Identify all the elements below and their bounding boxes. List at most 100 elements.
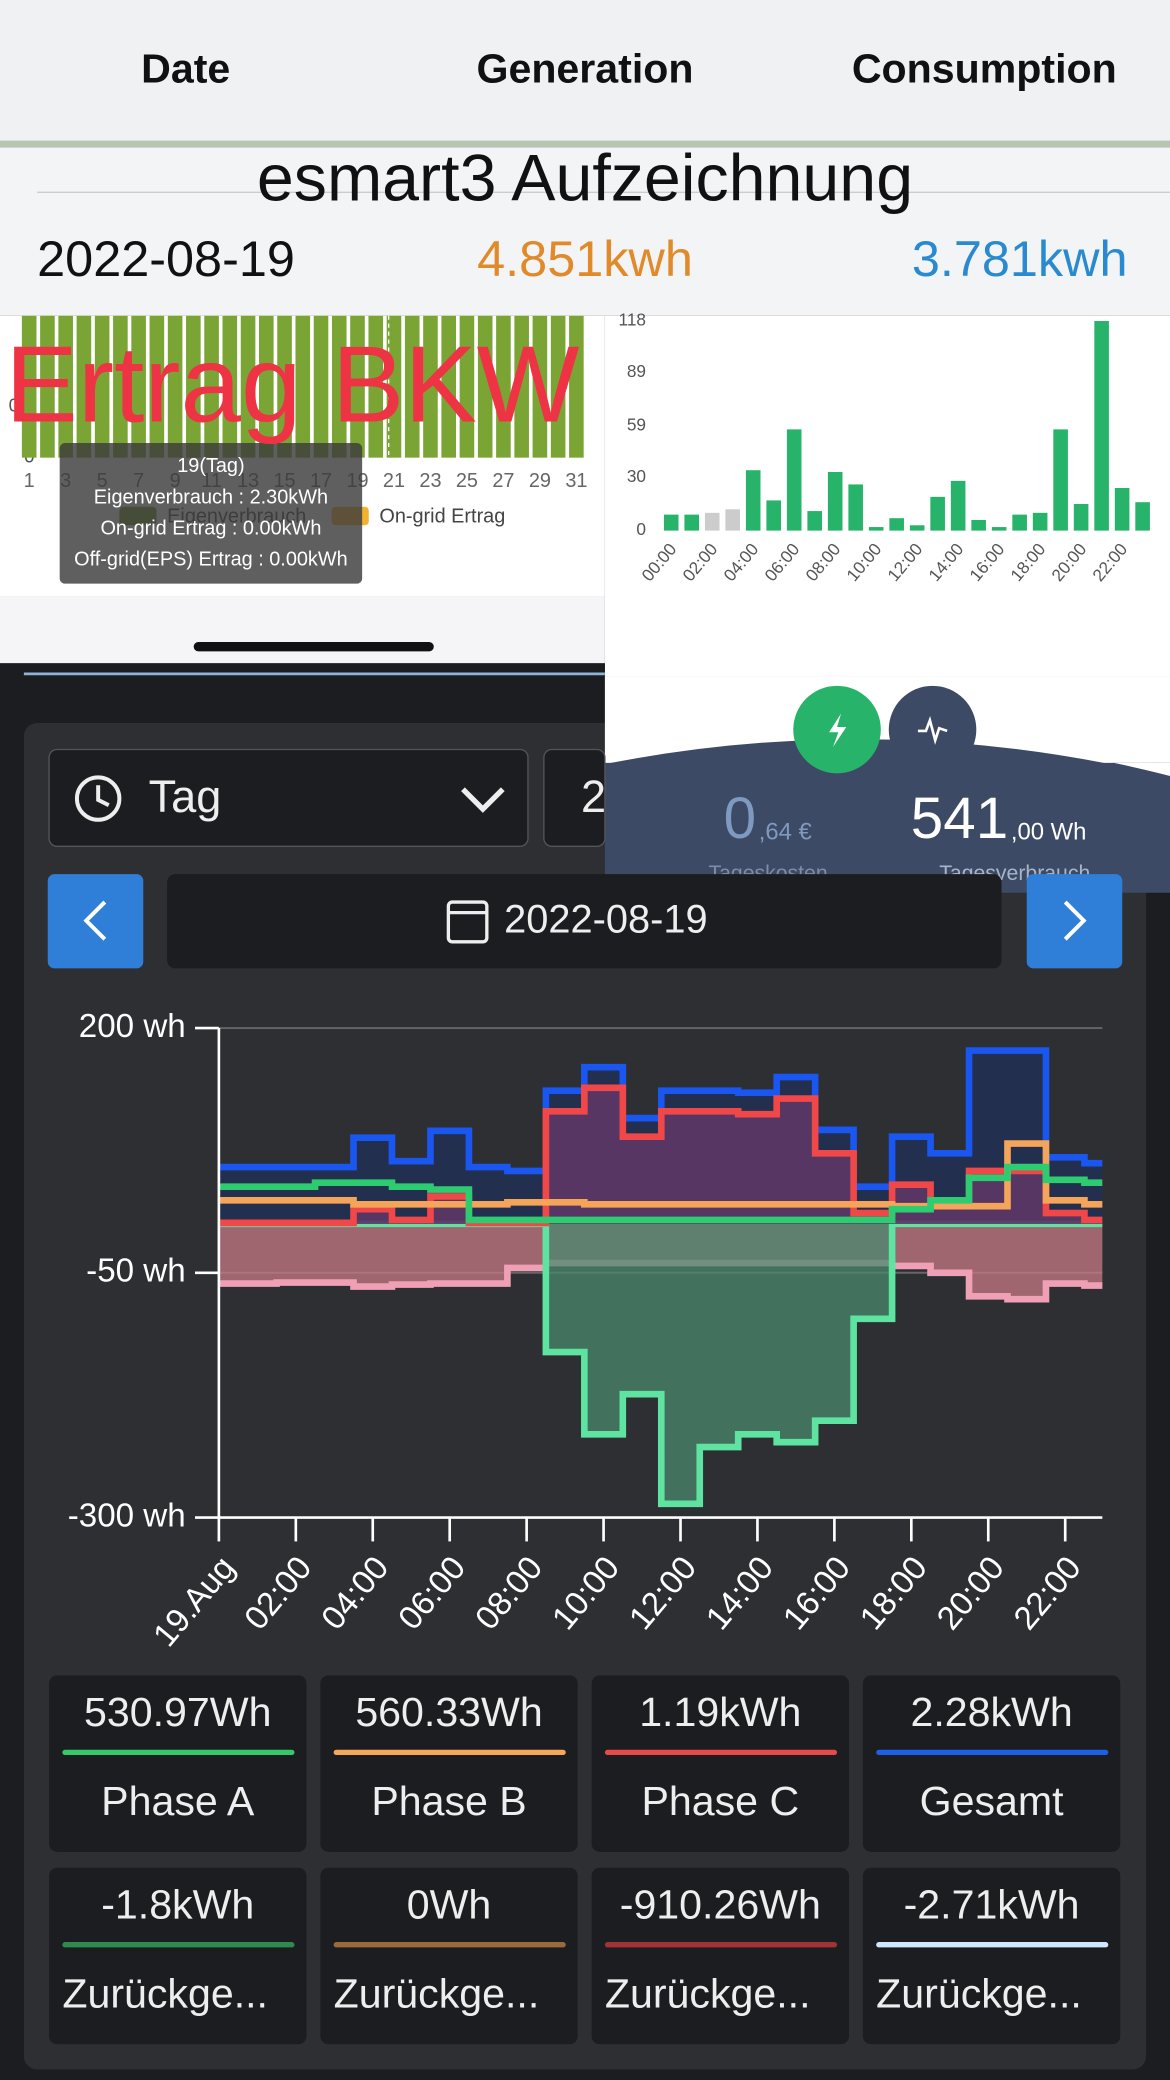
x-tick-label: 21 — [383, 470, 405, 492]
bar — [569, 315, 584, 458]
period2: 2 — [581, 771, 606, 822]
card-name: Phase C — [641, 1778, 799, 1824]
bar — [277, 315, 292, 458]
use-dec: ,00 Wh — [1011, 818, 1087, 845]
card-value: 530.97Wh — [84, 1689, 271, 1735]
card-color — [604, 1942, 838, 1948]
x-tick-label: 23 — [419, 470, 441, 492]
bar — [991, 527, 1007, 531]
column-header: Date — [141, 45, 230, 91]
bar — [477, 315, 493, 458]
next-icon — [1063, 900, 1087, 941]
period2-select[interactable] — [543, 748, 606, 847]
date: 2022-08-19 — [37, 230, 295, 287]
card-value: 0Wh — [407, 1881, 492, 1927]
card — [320, 1867, 578, 2045]
card — [49, 1675, 307, 1852]
bar — [423, 315, 438, 458]
bar — [167, 315, 183, 458]
card-name: Phase A — [101, 1778, 255, 1824]
series-line — [218, 1140, 1103, 1210]
card-value: -2.71kWh — [904, 1881, 1080, 1927]
y-tick-label: 200 wh — [79, 1008, 186, 1045]
period-select[interactable] — [48, 748, 529, 847]
chevron — [461, 787, 505, 813]
x-tick-label: 1 — [24, 470, 35, 492]
bar — [704, 512, 720, 531]
bkw-footer — [0, 596, 605, 664]
card-color — [876, 1749, 1109, 1755]
y-tick-label: 59 — [627, 414, 646, 434]
pulse-icon — [917, 715, 948, 745]
card-name: Zurückge... — [334, 1970, 540, 2016]
series-area — [218, 1223, 1103, 1504]
legend-label: On-grid Ertrag — [379, 506, 505, 528]
bar — [971, 519, 986, 531]
x-tick-label: 29 — [529, 470, 551, 492]
generation: 4.851kwh — [477, 230, 693, 287]
column-header: Generation — [476, 45, 693, 91]
card-value: 2.28kWh — [910, 1689, 1072, 1735]
prev-button[interactable] — [47, 874, 144, 969]
bar — [827, 471, 843, 531]
card-color — [62, 1749, 295, 1755]
bar — [848, 484, 863, 531]
y-tick-label: 30 — [627, 466, 646, 486]
home-indicator — [193, 642, 434, 652]
bar — [950, 480, 966, 531]
x-tick-label: 27 — [492, 470, 514, 492]
date-picker[interactable] — [167, 874, 1002, 969]
consumption: 3.781kwh — [912, 230, 1128, 287]
y-tick-label: -50 wh — [86, 1253, 186, 1290]
card-name: Gesamt — [920, 1778, 1065, 1824]
series-line — [218, 1163, 1103, 1224]
card-color — [333, 1749, 566, 1755]
bar — [240, 315, 256, 458]
bar — [532, 315, 548, 458]
bar — [496, 315, 511, 458]
date: 2022-08-19 — [504, 897, 708, 941]
y-tick-label: -300 wh — [68, 1497, 186, 1534]
prev-icon — [83, 900, 107, 941]
card — [862, 1675, 1121, 1852]
clock-icon — [74, 775, 122, 822]
card-color — [604, 1749, 838, 1755]
bar — [1114, 487, 1130, 531]
bar — [725, 509, 741, 531]
bar — [930, 496, 945, 531]
card-color — [876, 1942, 1109, 1948]
bar — [441, 315, 456, 458]
title: esmart3 Aufzeichnung — [257, 142, 913, 216]
y-tick-label: 89 — [627, 361, 646, 381]
bar — [222, 315, 238, 458]
bar — [1073, 503, 1089, 531]
cards: 530.97Wh Phase A 560.33Wh Phase B 1.19kWh Pha… — [49, 1675, 1121, 2045]
overlay: Ertrag BKW — [5, 324, 579, 445]
bar — [113, 315, 128, 458]
next-button[interactable] — [1026, 874, 1123, 969]
card-value: 1.19kWh — [639, 1689, 801, 1735]
tooltip-text: 19(Tag) — [177, 455, 244, 477]
bar — [131, 315, 146, 458]
bar — [186, 315, 201, 458]
bar — [766, 500, 781, 531]
card — [591, 1867, 849, 2045]
card-value: -1.8kWh — [101, 1881, 254, 1927]
cost-dec: ,64 € — [759, 818, 812, 845]
hourly-bg — [604, 315, 1170, 677]
use-int: 541 — [911, 786, 1008, 851]
bar — [550, 315, 566, 458]
card-value: 560.33Wh — [355, 1689, 542, 1735]
card — [591, 1675, 849, 1852]
series-area — [218, 1087, 1103, 1224]
bar — [459, 315, 475, 458]
bar — [386, 315, 402, 458]
bar — [663, 514, 679, 531]
bar — [889, 518, 904, 531]
period: Tag — [149, 771, 222, 822]
series-line — [218, 1047, 1103, 1190]
card-name: Zurückge... — [62, 1970, 268, 2016]
bar — [368, 315, 384, 458]
bar — [1012, 514, 1027, 531]
